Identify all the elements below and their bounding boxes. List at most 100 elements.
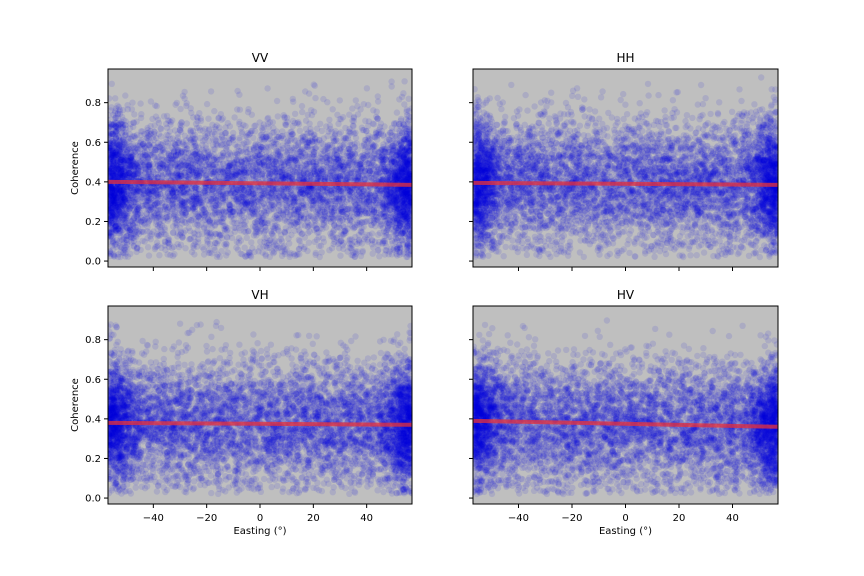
- data-point: [339, 187, 346, 195]
- data-point: [295, 245, 303, 253]
- data-point: [111, 213, 119, 220]
- data-point: [315, 185, 322, 192]
- data-point: [119, 172, 127, 179]
- data-point: [309, 190, 316, 197]
- data-point: [373, 171, 380, 178]
- data-point: [346, 236, 354, 243]
- data-point: [351, 173, 358, 180]
- data-point: [280, 188, 288, 195]
- data-point: [401, 216, 408, 223]
- data-point: [241, 244, 248, 251]
- data-point: [393, 152, 400, 159]
- data-point: [165, 236, 173, 244]
- data-point: [403, 171, 410, 179]
- data-point: [123, 233, 130, 240]
- data-point: [352, 97, 359, 104]
- data-point: [131, 188, 139, 196]
- data-point: [398, 140, 405, 147]
- data-point: [109, 172, 116, 180]
- data-point: [406, 131, 412, 138]
- data-point: [186, 155, 194, 162]
- data-point: [247, 204, 254, 212]
- data-point: [168, 171, 175, 178]
- data-point: [372, 192, 379, 200]
- data-point: [108, 173, 114, 181]
- data-point: [192, 195, 200, 203]
- data-point: [156, 223, 163, 231]
- data-point: [391, 133, 398, 140]
- data-point: [399, 198, 407, 205]
- data-point: [366, 197, 373, 204]
- data-point: [348, 186, 356, 194]
- data-point: [382, 145, 389, 153]
- data-point: [268, 199, 275, 206]
- data-point: [294, 198, 301, 205]
- data-point: [266, 253, 273, 261]
- data-point: [278, 210, 285, 217]
- data-point: [176, 170, 183, 178]
- data-point: [108, 80, 116, 88]
- data-point: [108, 150, 115, 158]
- data-point: [335, 120, 342, 128]
- data-point: [351, 196, 358, 203]
- data-point: [144, 244, 152, 251]
- data-point: [116, 141, 123, 148]
- data-point: [391, 189, 398, 196]
- data-point: [117, 146, 125, 154]
- data-point: [282, 121, 289, 129]
- data-point: [280, 112, 287, 119]
- data-point: [325, 196, 332, 203]
- data-point: [225, 155, 233, 162]
- data-point: [199, 141, 206, 148]
- data-point: [123, 206, 130, 213]
- data-point: [124, 184, 131, 191]
- data-point: [400, 154, 407, 161]
- data-point: [358, 229, 365, 236]
- data-point: [218, 248, 225, 255]
- data-point: [171, 201, 178, 208]
- data-point: [120, 194, 127, 201]
- data-point: [242, 172, 249, 179]
- data-point: [269, 202, 276, 209]
- data-point: [314, 174, 321, 182]
- data-point: [297, 164, 305, 171]
- data-point: [337, 188, 345, 195]
- data-point: [380, 208, 388, 216]
- data-point: [283, 246, 290, 253]
- data-point: [126, 205, 133, 213]
- data-point: [406, 185, 412, 192]
- data-point: [397, 206, 404, 214]
- data-point: [242, 204, 249, 211]
- data-point: [402, 188, 409, 195]
- data-point: [278, 252, 286, 260]
- data-point: [305, 139, 312, 146]
- data-point: [307, 201, 314, 208]
- data-point: [241, 200, 249, 208]
- data-point: [393, 109, 401, 116]
- data-point: [159, 184, 166, 191]
- data-point: [306, 198, 313, 205]
- data-point: [123, 229, 131, 236]
- data-point: [111, 164, 119, 172]
- data-point: [400, 201, 407, 209]
- data-point: [337, 165, 344, 172]
- data-point: [407, 172, 412, 180]
- data-point: [209, 170, 217, 178]
- data-point: [387, 143, 394, 151]
- data-point: [220, 215, 227, 222]
- data-point: [351, 224, 358, 231]
- data-point: [226, 201, 233, 209]
- data-point: [155, 186, 162, 194]
- data-point: [370, 107, 377, 114]
- data-point: [398, 199, 405, 206]
- data-point: [313, 158, 320, 166]
- data-point: [401, 170, 408, 177]
- data-point: [199, 197, 207, 204]
- data-point: [403, 211, 410, 219]
- data-point: [187, 235, 194, 242]
- data-point: [177, 105, 184, 113]
- data-point: [162, 214, 169, 222]
- data-point: [129, 152, 137, 160]
- data-point: [233, 156, 241, 163]
- data-point: [286, 154, 293, 162]
